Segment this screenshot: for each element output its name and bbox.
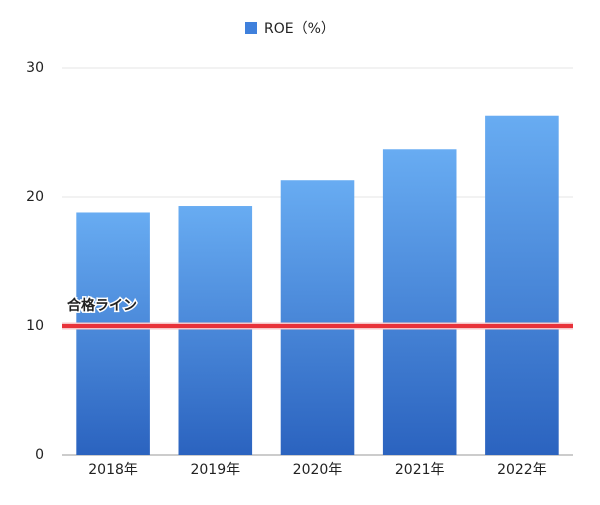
bar: [382, 149, 457, 455]
bar: [76, 212, 150, 455]
x-tick-label: 2022年: [497, 462, 547, 478]
reference-line-label: 合格ライン: [67, 297, 137, 314]
y-tick-label: 20: [26, 189, 44, 205]
x-tick-label: 2018年: [88, 462, 138, 478]
x-tick-label: 2019年: [190, 462, 240, 478]
y-tick-label: 10: [26, 318, 44, 334]
bar: [280, 180, 355, 456]
bar: [485, 115, 559, 455]
y-tick-label: 0: [35, 447, 44, 463]
bar: [178, 206, 253, 455]
x-tick-label: 2020年: [293, 462, 343, 478]
legend-label: ROE（%）: [264, 21, 335, 37]
legend-swatch: [245, 22, 257, 34]
x-tick-label: 2021年: [395, 462, 445, 478]
y-tick-label: 30: [26, 60, 44, 76]
